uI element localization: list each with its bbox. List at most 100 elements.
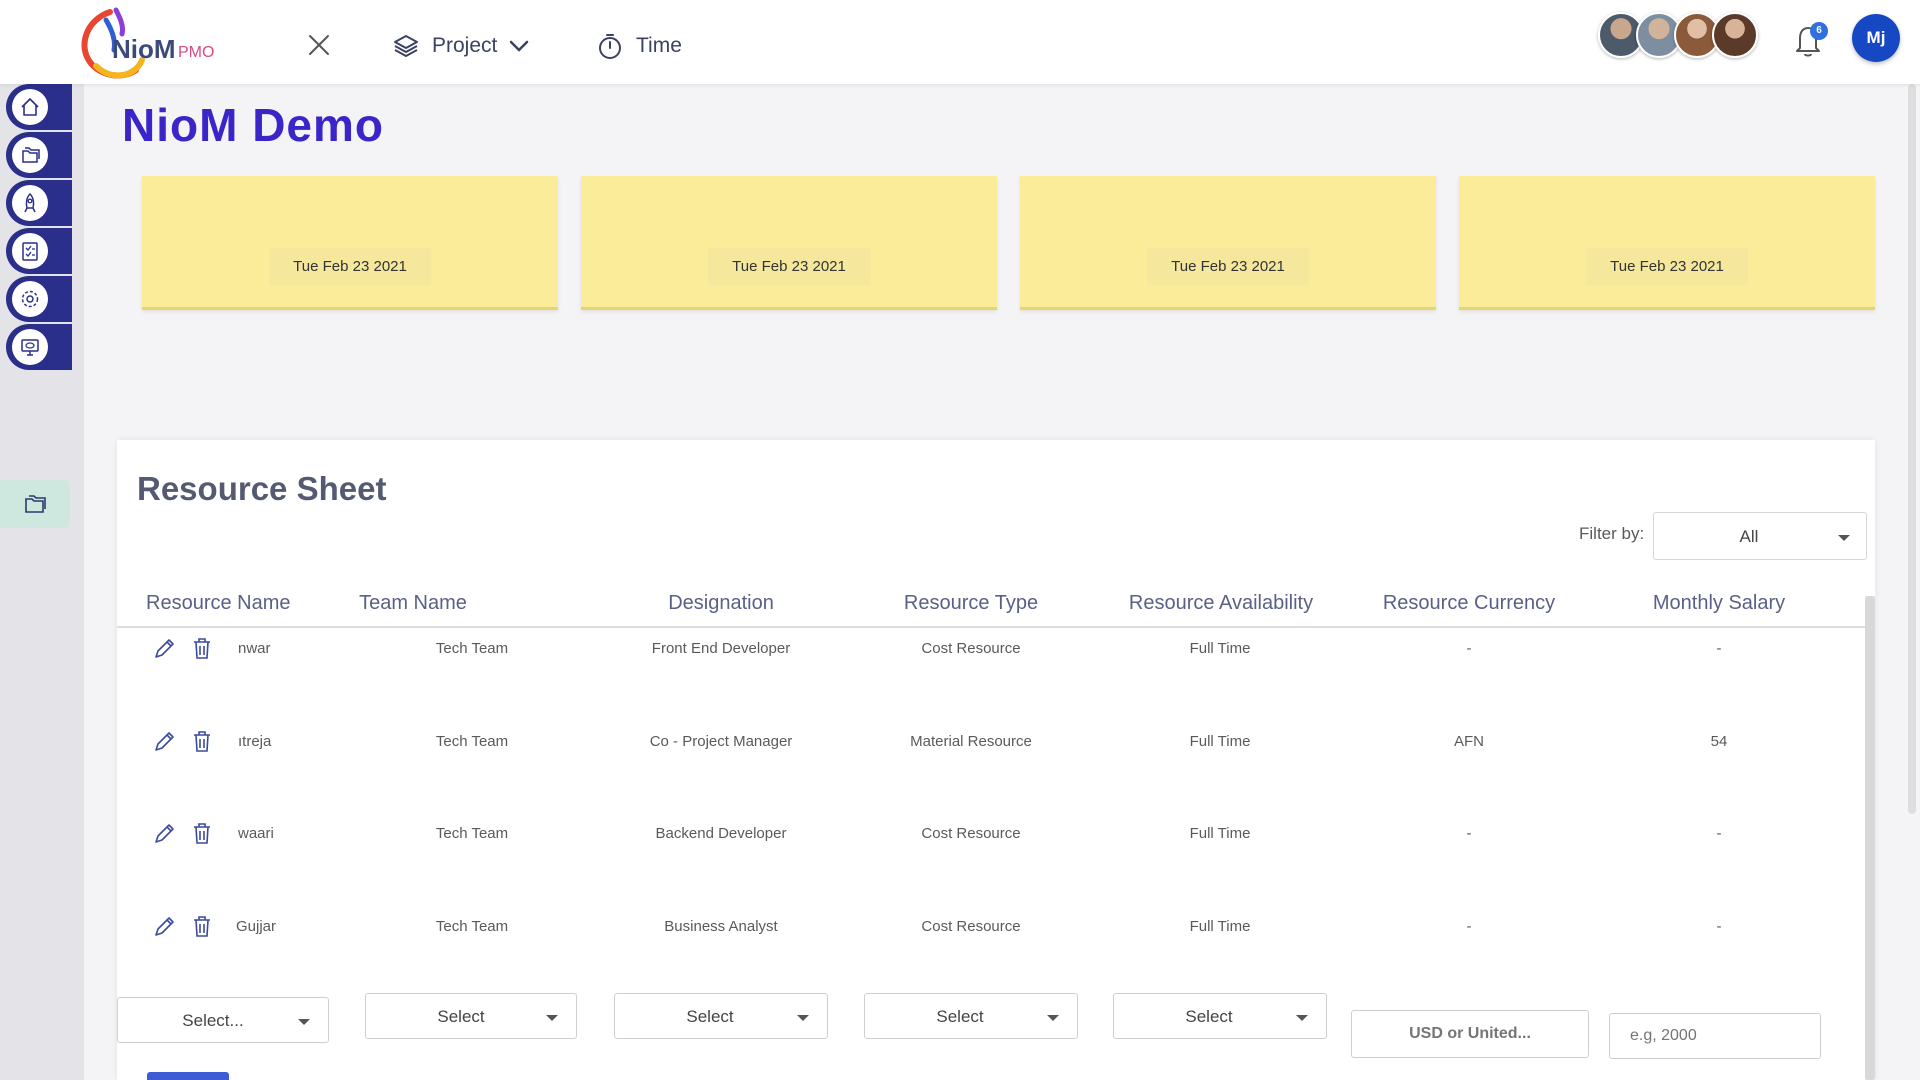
caret-down-icon [1047, 1015, 1059, 1021]
resource-type-select-value: Select [936, 1007, 984, 1026]
caret-down-icon [1296, 1015, 1308, 1021]
column-header[interactable]: Resource Type [903, 592, 1039, 614]
monitor-eye-icon [21, 339, 39, 356]
date-card[interactable]: Tue Feb 23 2021 [581, 176, 997, 310]
cell-designation: Business Analyst [664, 918, 778, 935]
stopwatch-icon [599, 34, 621, 59]
notification-bell-icon[interactable]: 6 [1788, 20, 1828, 60]
cell-currency: - [1466, 825, 1472, 842]
gear-icon [21, 290, 39, 308]
cell-team-name: Tech Team [435, 640, 509, 657]
sidebar-item-launch[interactable] [6, 180, 72, 226]
cell-salary: - [1716, 918, 1722, 935]
user-avatar[interactable]: Mj [1852, 14, 1900, 62]
sidebar [0, 84, 84, 1080]
close-icon[interactable] [304, 30, 334, 60]
logo-subtext: PMO [178, 44, 215, 61]
cell-availability: Full Time [1189, 825, 1251, 842]
date-card[interactable]: Tue Feb 23 2021 [1020, 176, 1436, 310]
edit-pencil-icon[interactable] [151, 729, 177, 755]
cell-resource-type: Cost Resource [921, 825, 1021, 842]
date-card[interactable]: Tue Feb 23 2021 [1459, 176, 1875, 310]
delete-trash-icon[interactable] [189, 636, 215, 662]
availability-select-value: Select [1185, 1007, 1233, 1026]
page-scrollbar[interactable] [1908, 84, 1916, 814]
caret-down-icon [1838, 535, 1850, 541]
designation-select-value: Select [686, 1007, 734, 1026]
cell-currency: - [1466, 640, 1472, 657]
sidebar-item-projects[interactable] [6, 132, 72, 178]
team-name-select[interactable]: Select [365, 993, 577, 1039]
app-logo[interactable]: NioM PMO [76, 6, 226, 80]
cell-currency: AFN [1454, 733, 1484, 750]
edit-pencil-icon[interactable] [151, 914, 177, 940]
folder-icon [25, 495, 46, 513]
sidebar-item-settings[interactable] [6, 276, 72, 322]
monthly-salary-input[interactable] [1609, 1013, 1821, 1059]
rocket-icon [24, 192, 36, 213]
resource-type-select[interactable]: Select [864, 993, 1078, 1039]
filter-select[interactable]: All [1653, 512, 1867, 560]
column-header[interactable]: Monthly Salary [1652, 592, 1786, 614]
sidebar-item-tasks[interactable] [6, 228, 72, 274]
delete-trash-icon[interactable] [189, 729, 215, 755]
availability-select[interactable]: Select [1113, 993, 1327, 1039]
caret-down-icon [546, 1015, 558, 1021]
sidebar-item-home[interactable] [6, 84, 72, 130]
logo-text: NioM [112, 34, 176, 64]
filter-label: Filter by: [1579, 524, 1645, 543]
table-row: Gujjar Tech Team Business Analyst Cost R… [117, 916, 1865, 958]
cell-salary: 54 [1710, 733, 1728, 750]
cell-salary: - [1716, 640, 1722, 657]
nav-time-label: Time [636, 34, 682, 57]
caret-down-icon [298, 1019, 310, 1025]
team-avatars[interactable] [1598, 12, 1758, 62]
column-header[interactable]: Resource Name [146, 592, 291, 614]
cell-resource-name: nwar [238, 640, 271, 657]
nav-project-label: Project [432, 34, 498, 57]
sidebar-item-resources[interactable] [0, 480, 70, 528]
filter-value: All [1739, 527, 1759, 546]
folders-icon [22, 147, 40, 163]
table-row: waari Tech Team Backend Developer Cost R… [117, 823, 1865, 865]
edit-pencil-icon[interactable] [151, 636, 177, 662]
table-row: ıtreja Tech Team Co - Project Manager Ma… [117, 731, 1865, 773]
nav-time[interactable]: Time [596, 30, 682, 62]
add-resource-button[interactable] [147, 1072, 229, 1080]
currency-input[interactable] [1351, 1010, 1589, 1058]
cell-resource-type: Cost Resource [921, 640, 1021, 657]
resource-sheet-title: Resource Sheet [137, 470, 387, 507]
column-header[interactable]: Resource Currency [1382, 592, 1556, 614]
cell-resource-name: Gujjar [236, 918, 277, 935]
cell-designation: Co - Project Manager [649, 733, 793, 750]
caret-down-icon [797, 1015, 809, 1021]
table-row: nwar Tech Team Front End Developer Cost … [117, 638, 1865, 680]
team-name-select-value: Select [437, 1007, 485, 1026]
cell-salary: - [1716, 825, 1722, 842]
cell-team-name: Tech Team [435, 918, 509, 935]
edit-pencil-icon[interactable] [151, 821, 177, 847]
column-header[interactable]: Resource Availability [1128, 592, 1314, 614]
column-header[interactable]: Team Name [359, 592, 467, 614]
cell-resource-name: waari [238, 825, 274, 842]
date-card[interactable]: Tue Feb 23 2021 [142, 176, 558, 310]
nav-project[interactable]: Project [392, 30, 529, 62]
page-title: NioM Demo [122, 99, 384, 151]
top-bar: NioM PMO Project Time [0, 0, 1920, 84]
checklist-icon [22, 242, 38, 261]
table-header: Resource Name Team Name Designation Reso… [117, 582, 1865, 628]
delete-trash-icon[interactable] [189, 914, 215, 940]
avatar[interactable] [1712, 12, 1758, 58]
column-header[interactable]: Designation [668, 592, 774, 614]
layers-icon [394, 35, 418, 57]
table-scrollbar-thumb[interactable] [1865, 596, 1875, 1080]
sidebar-item-monitor[interactable] [6, 324, 72, 370]
cell-designation: Backend Developer [655, 825, 787, 842]
cell-resource-type: Cost Resource [921, 918, 1021, 935]
chevron-down-icon [510, 40, 529, 52]
delete-trash-icon[interactable] [189, 821, 215, 847]
designation-select[interactable]: Select [614, 993, 828, 1039]
cell-designation: Front End Developer [651, 640, 791, 657]
card-date: Tue Feb 23 2021 [708, 248, 870, 285]
resource-name-select[interactable]: Select... [117, 997, 329, 1043]
